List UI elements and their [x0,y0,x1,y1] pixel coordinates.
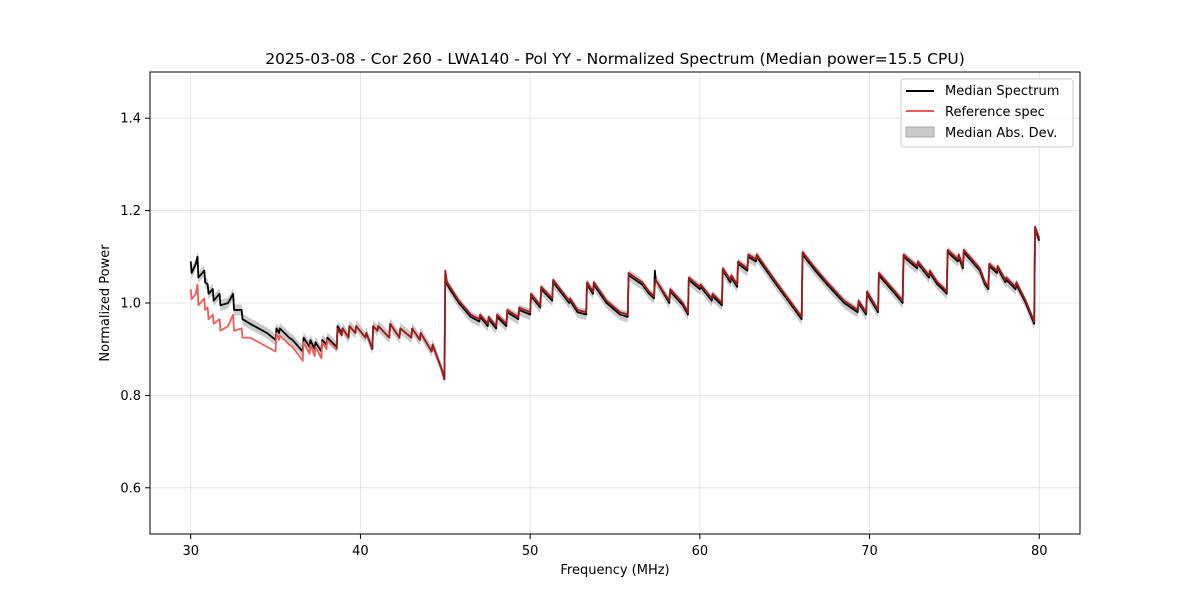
chart-title: 2025-03-08 - Cor 260 - LWA140 - Pol YY -… [265,50,965,68]
x-tick-label: 60 [692,544,709,559]
overlap-line [335,225,1041,381]
y-axis-label: Normalized Power [98,244,113,362]
y-tick-label: 1.4 [120,112,141,127]
series-lines [189,225,1041,381]
x-tick-label: 50 [522,544,539,559]
x-axis-ticks: 30 40 50 60 70 80 [182,534,1048,559]
y-tick-label: 0.8 [120,389,141,404]
y-tick-label: 1.0 [120,297,141,312]
x-tick-label: 30 [182,544,199,559]
legend-median-label: Median Spectrum [945,84,1059,99]
legend-mad-label: Median Abs. Dev. [945,126,1057,141]
x-tick-label: 40 [352,544,369,559]
y-axis-ticks: 0.6 0.8 1.0 1.2 1.4 [120,112,150,496]
y-tick-label: 1.2 [120,204,141,219]
y-tick-label: 0.6 [120,481,141,496]
legend-box [900,78,1074,148]
legend-mad-swatch [905,126,935,138]
legend: Median Spectrum Reference spec Median Ab… [900,78,1074,148]
x-tick-label: 80 [1031,544,1048,559]
x-tick-label: 70 [861,544,878,559]
x-axis-label: Frequency (MHz) [560,563,669,578]
legend-reference-label: Reference spec [945,105,1045,120]
